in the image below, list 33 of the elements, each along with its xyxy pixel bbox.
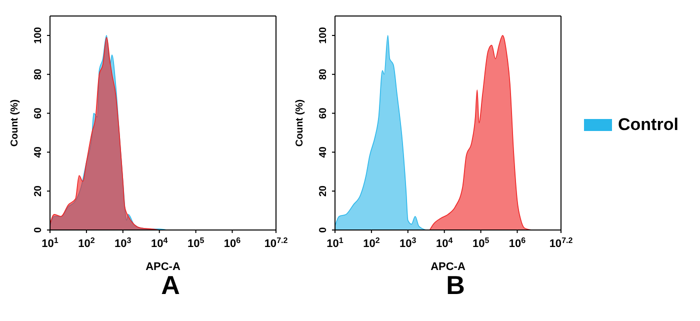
y-tick-label: 40 xyxy=(33,146,44,158)
y-tick-label: 100 xyxy=(318,26,329,44)
y-tick-label: 100 xyxy=(33,26,44,44)
y-tick-label: 80 xyxy=(33,68,44,80)
y-tick-label: 60 xyxy=(318,107,329,119)
y-tick-label: 20 xyxy=(318,185,329,197)
y-axis-title: Count (%) xyxy=(10,99,21,147)
x-axis-title: APC-A xyxy=(430,261,466,273)
text: B xyxy=(446,270,465,301)
x-tick-label: 10$^{2}$ xyxy=(78,236,96,250)
x-tick-label: 10$^{6}$ xyxy=(224,236,242,250)
text: A xyxy=(161,270,180,301)
x-tick-label: 10$^{4}$ xyxy=(151,236,168,250)
x-tick-label: 10$^{5}$ xyxy=(472,236,490,250)
x-tick-label: 10$^{1}$ xyxy=(42,236,59,250)
x-tick-label: 10$^{1}$ xyxy=(326,236,344,250)
y-tick-label: 20 xyxy=(33,185,44,197)
y-tick-label: 80 xyxy=(318,68,329,80)
x-tick-label: 10$^{5}$ xyxy=(187,236,205,250)
y-tick-label: 60 xyxy=(33,107,44,119)
x-tick-label: 10$^{3}$ xyxy=(400,236,417,250)
y-axis-title: Count (%) xyxy=(294,99,306,147)
y-tick-label: 0 xyxy=(318,226,329,233)
x-tick-label: 10$^{7.2}$ xyxy=(549,236,574,250)
x-tick-label: 10$^{7.2}$ xyxy=(264,236,288,250)
x-tick-label: 10$^{2}$ xyxy=(363,236,380,250)
y-tick-label: 0 xyxy=(33,226,44,233)
y-tick-label: 40 xyxy=(318,146,329,158)
legend-label: Control xyxy=(618,114,678,134)
x-tick-label: 10$^{4}$ xyxy=(436,236,454,250)
x-tick-label: 10$^{6}$ xyxy=(508,236,526,250)
x-axis-title: APC-A xyxy=(146,261,180,273)
x-tick-label: 10$^{3}$ xyxy=(114,236,132,250)
